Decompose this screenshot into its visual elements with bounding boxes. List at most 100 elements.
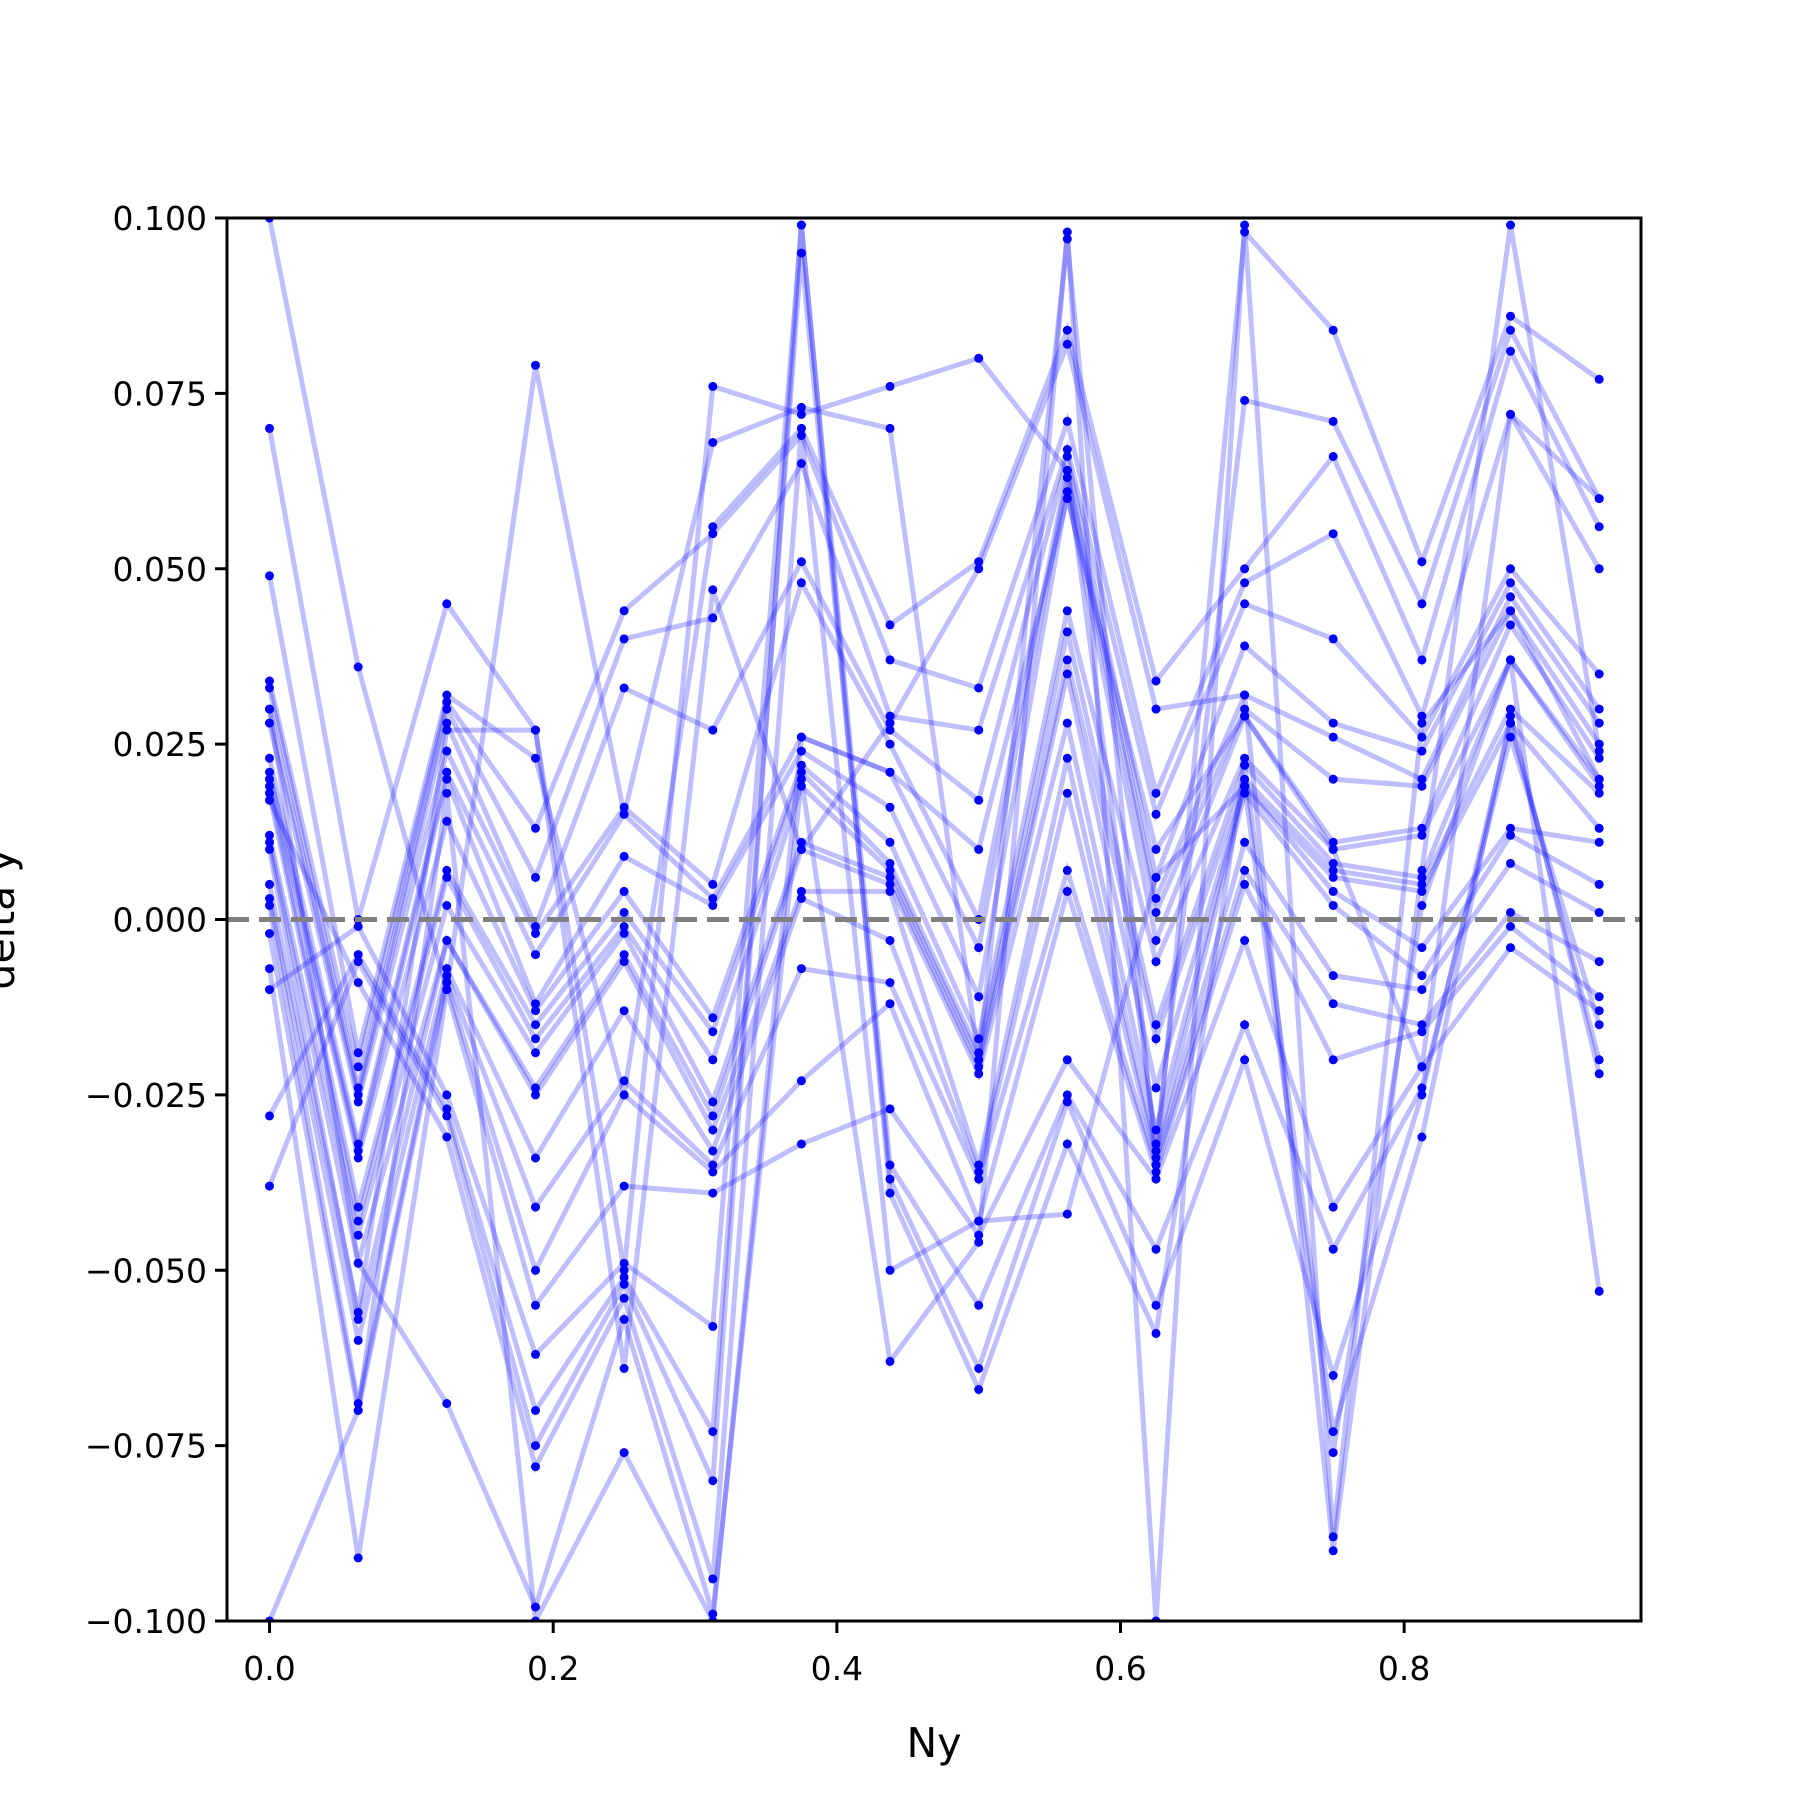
data-point (442, 599, 452, 609)
data-point (1328, 1448, 1338, 1458)
data-point (1151, 1020, 1161, 1030)
data-point (1417, 718, 1427, 728)
data-point (265, 837, 274, 847)
data-point (1151, 1139, 1161, 1149)
data-point (353, 1406, 363, 1415)
data-point (1417, 732, 1427, 742)
data-point (531, 1153, 540, 1163)
data-point (974, 844, 984, 854)
series-19 (265, 932, 1604, 1563)
data-point (1240, 760, 1250, 770)
data-point (531, 725, 540, 735)
data-point (796, 431, 806, 440)
data-point (531, 929, 540, 938)
data-point (1506, 711, 1515, 721)
data-point (1328, 1427, 1338, 1437)
series-line (267, 218, 1601, 1166)
series-23 (265, 423, 1604, 1584)
data-point (974, 683, 984, 693)
data-point (1594, 1055, 1604, 1065)
data-point (1594, 957, 1604, 967)
data-point (708, 522, 718, 532)
data-point (708, 894, 718, 903)
data-point (885, 865, 895, 875)
series-9 (265, 487, 1604, 1156)
data-point (442, 1104, 452, 1114)
data-point (1417, 901, 1427, 910)
series-line (267, 224, 1602, 1552)
data-point (974, 1160, 984, 1170)
data-point (1240, 220, 1250, 230)
data-point (885, 655, 895, 665)
data-point (708, 1027, 718, 1037)
data-point (353, 1090, 363, 1100)
y-tick-label: −0.050 (85, 1251, 207, 1290)
data-point (885, 767, 895, 777)
data-point (1594, 1006, 1604, 1016)
data-point (1328, 971, 1338, 981)
data-point (1328, 1371, 1338, 1380)
data-point (1328, 1055, 1338, 1065)
series-15 (265, 753, 1604, 1324)
data-point (1062, 718, 1072, 728)
data-point (1151, 1167, 1161, 1177)
data-point (442, 1111, 452, 1121)
y-tick-label: 0.050 (113, 550, 207, 589)
data-point (619, 950, 629, 960)
data-point (708, 529, 718, 539)
data-point (619, 1006, 629, 1016)
data-point (442, 697, 452, 707)
data-point (1417, 971, 1427, 981)
data-point (353, 950, 363, 960)
data-point (1240, 781, 1250, 791)
series-line (267, 491, 1602, 1152)
data-point (1062, 234, 1072, 244)
y-tick-label: 0.100 (113, 199, 207, 238)
data-point (531, 1602, 540, 1612)
data-point (1417, 879, 1427, 889)
data-point (1328, 1202, 1338, 1212)
data-point (1151, 1034, 1161, 1044)
data-point (1240, 879, 1250, 889)
y-tick-label: −0.075 (85, 1427, 207, 1466)
data-point (1062, 416, 1072, 426)
series-line (267, 224, 1602, 1482)
data-point (885, 739, 895, 749)
data-point (1417, 886, 1427, 896)
data-point (1328, 999, 1338, 1009)
data-point (1328, 452, 1338, 461)
data-point (885, 711, 895, 721)
data-point (974, 557, 984, 567)
data-point (1417, 1083, 1427, 1093)
data-point (885, 381, 895, 391)
data-point (265, 423, 274, 433)
data-point (1328, 325, 1338, 335)
data-point (265, 929, 274, 938)
data-point (1062, 339, 1072, 349)
data-point (353, 1202, 363, 1212)
data-point (708, 1013, 718, 1023)
data-point (974, 1300, 984, 1310)
data-point (1417, 711, 1427, 721)
data-point (265, 901, 274, 910)
data-point (1594, 781, 1604, 791)
data-point (353, 978, 363, 988)
data-point (1506, 732, 1515, 742)
data-point (1062, 1055, 1072, 1065)
data-point (1594, 992, 1604, 1002)
data-point (1417, 1132, 1427, 1142)
data-point (353, 1258, 363, 1268)
data-point (796, 578, 806, 588)
data-point (1062, 865, 1072, 875)
data-point (708, 879, 718, 889)
data-point (353, 1139, 363, 1149)
data-point (1328, 1532, 1338, 1542)
data-point (1594, 753, 1604, 763)
data-point (619, 1258, 629, 1268)
data-point (1151, 1328, 1161, 1338)
data-point (353, 1062, 363, 1072)
data-point (1062, 606, 1072, 616)
series-line (267, 861, 1601, 1405)
data-point (531, 1034, 540, 1044)
